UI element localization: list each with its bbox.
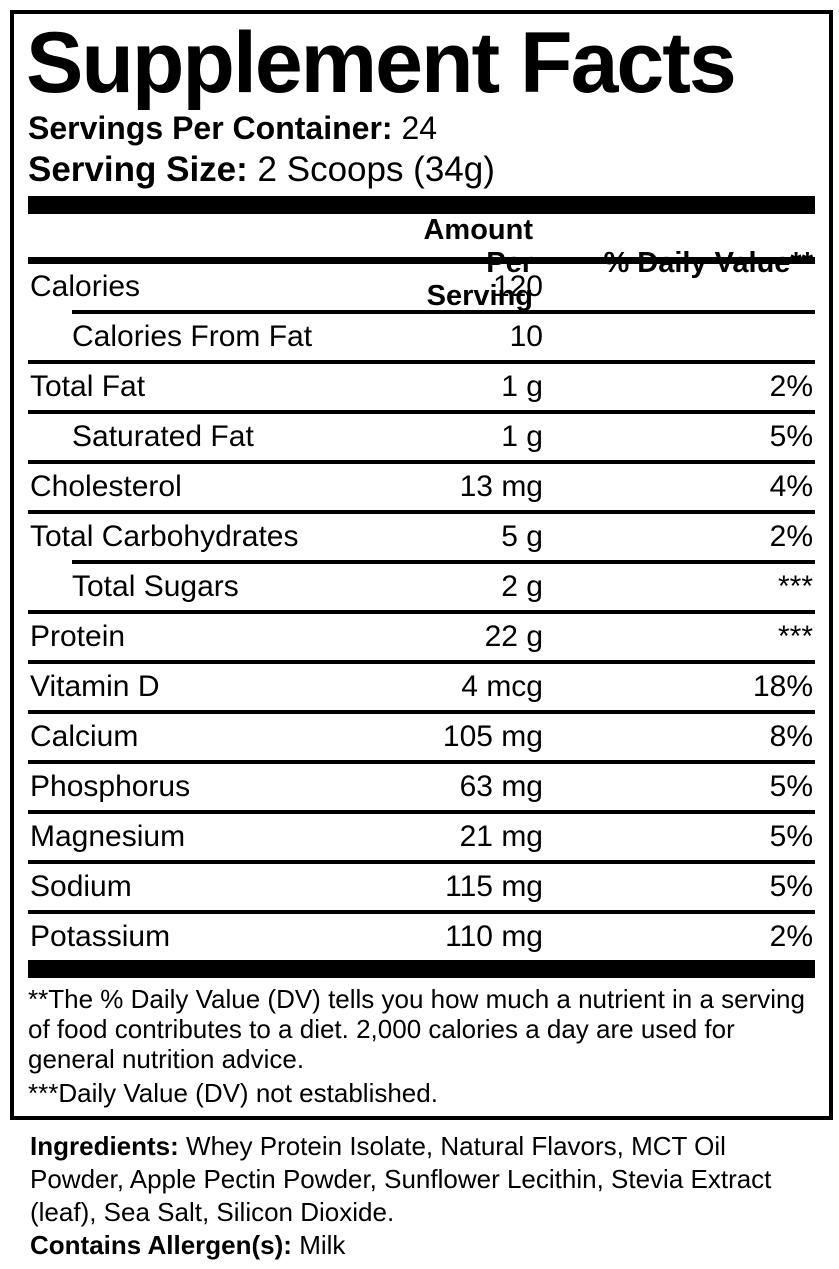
table-row: Total Fat 1 g 2% bbox=[28, 364, 815, 410]
table-row: Saturated Fat 1 g 5% bbox=[28, 414, 815, 460]
nutrient-dv: 5% bbox=[769, 770, 813, 803]
row-separator bbox=[28, 510, 815, 514]
nutrient-amount: 22 g bbox=[484, 620, 543, 653]
nutrient-dv: *** bbox=[777, 620, 813, 653]
row-separator bbox=[72, 560, 815, 564]
nutrient-amount: 110 mg bbox=[445, 920, 543, 953]
table-row: Total Carbohydrates 5 g 2% bbox=[28, 514, 815, 560]
row-separator bbox=[28, 910, 815, 914]
row-separator bbox=[28, 860, 815, 864]
nutrient-amount: 13 mg bbox=[459, 470, 543, 503]
footnote-daily-value: **The % Daily Value (DV) tells you how m… bbox=[28, 984, 805, 1074]
table-row: Protein 22 g *** bbox=[28, 614, 815, 660]
table-row: Calories 120 bbox=[28, 264, 815, 310]
table-header: Amount Per Serving % Daily Value** bbox=[28, 214, 815, 312]
supplement-facts-label: Supplement Facts Servings Per Container:… bbox=[0, 10, 839, 1262]
row-separator bbox=[28, 460, 815, 464]
table-row: Vitamin D 4 mcg 18% bbox=[28, 664, 815, 710]
column-header-amount-per-serving: Amount Per Serving bbox=[423, 214, 533, 312]
table-row: Potassium 110 mg 2% bbox=[28, 914, 815, 960]
nutrient-dv: 18% bbox=[752, 670, 813, 703]
nutrient-dv: 2% bbox=[769, 370, 813, 403]
nutrient-table: Calories 120 Calories From Fat 10 Total … bbox=[28, 264, 815, 960]
footnote-dv-not-established: ***Daily Value (DV) not established. bbox=[28, 1078, 438, 1108]
nutrient-amount: 1 g bbox=[501, 370, 543, 403]
nutrient-amount: 105 mg bbox=[442, 720, 543, 753]
nutrient-name: Calcium bbox=[30, 720, 139, 753]
row-separator bbox=[28, 810, 815, 814]
ingredients-label: Ingredients: bbox=[30, 1131, 179, 1161]
table-row: Calories From Fat 10 bbox=[28, 314, 815, 360]
row-separator bbox=[28, 710, 815, 714]
serving-size: Serving Size: 2 Scoops (34g) bbox=[28, 148, 815, 192]
table-row: Sodium 115 mg 5% bbox=[28, 864, 815, 910]
nutrient-amount: 120 bbox=[492, 270, 543, 303]
nutrient-amount: 1 g bbox=[501, 420, 543, 453]
nutrient-amount: 10 bbox=[509, 320, 543, 353]
row-separator bbox=[28, 660, 815, 664]
allergen-label: Contains Allergen(s): bbox=[30, 1230, 292, 1260]
nutrient-name: Calories From Fat bbox=[72, 320, 313, 353]
allergen-line: Contains Allergen(s): Milk bbox=[30, 1229, 825, 1262]
nutrient-name: Phosphorus bbox=[30, 770, 191, 803]
nutrient-amount: 5 g bbox=[501, 520, 543, 553]
nutrient-dv: 2% bbox=[769, 920, 813, 953]
nutrient-dv: *** bbox=[777, 570, 813, 603]
nutrient-name: Magnesium bbox=[30, 820, 186, 853]
nutrient-dv: 8% bbox=[769, 720, 813, 753]
thick-divider-bottom bbox=[28, 960, 815, 978]
footnotes: **The % Daily Value (DV) tells you how m… bbox=[28, 978, 815, 1116]
nutrient-dv: 5% bbox=[769, 820, 813, 853]
servings-per-container-label: Servings Per Container: bbox=[28, 110, 393, 146]
ingredients-line: Ingredients: Whey Protein Isolate, Natur… bbox=[30, 1130, 825, 1229]
table-row: Total Sugars 2 g *** bbox=[28, 564, 815, 610]
nutrient-amount: 21 mg bbox=[459, 820, 543, 853]
nutrient-amount: 63 mg bbox=[459, 770, 543, 803]
nutrient-dv: 5% bbox=[769, 420, 813, 453]
servings-per-container: Servings Per Container: 24 bbox=[28, 108, 815, 148]
ingredients-text: Whey Protein Isolate, Natural Flavors, M… bbox=[30, 1131, 772, 1227]
ingredients-section: Ingredients: Whey Protein Isolate, Natur… bbox=[30, 1130, 825, 1262]
row-separator bbox=[72, 310, 815, 314]
table-row: Calcium 105 mg 8% bbox=[28, 714, 815, 760]
allergen-value: Milk bbox=[299, 1230, 346, 1260]
nutrient-amount: 2 g bbox=[501, 570, 543, 603]
serving-size-value: 2 Scoops (34g) bbox=[257, 150, 495, 189]
nutrient-name: Saturated Fat bbox=[72, 420, 254, 453]
nutrient-name: Cholesterol bbox=[30, 470, 182, 503]
row-separator bbox=[28, 360, 815, 364]
nutrient-amount: 115 mg bbox=[445, 870, 543, 903]
nutrient-dv: 4% bbox=[769, 470, 813, 503]
table-row: Magnesium 21 mg 5% bbox=[28, 814, 815, 860]
nutrient-dv: 2% bbox=[769, 520, 813, 553]
facts-panel: Supplement Facts Servings Per Container:… bbox=[10, 10, 833, 1120]
nutrient-name: Vitamin D bbox=[30, 670, 160, 703]
nutrient-name: Total Sugars bbox=[72, 570, 239, 603]
nutrient-dv: 5% bbox=[769, 870, 813, 903]
row-separator bbox=[28, 410, 815, 414]
nutrient-name: Total Fat bbox=[30, 370, 146, 403]
table-row: Phosphorus 63 mg 5% bbox=[28, 764, 815, 810]
panel-title: Supplement Facts bbox=[26, 15, 737, 111]
table-row: Cholesterol 13 mg 4% bbox=[28, 464, 815, 510]
nutrient-amount: 4 mcg bbox=[461, 670, 543, 703]
nutrient-name: Potassium bbox=[30, 920, 171, 953]
nutrient-name: Sodium bbox=[30, 870, 132, 903]
serving-size-label: Serving Size: bbox=[28, 150, 248, 189]
nutrient-name: Calories bbox=[30, 270, 141, 303]
row-separator bbox=[28, 760, 815, 764]
row-separator bbox=[28, 610, 815, 614]
servings-per-container-value: 24 bbox=[401, 110, 438, 146]
column-header-daily-value: % Daily Value** bbox=[603, 247, 813, 279]
nutrient-name: Total Carbohydrates bbox=[30, 520, 299, 553]
thick-divider-top bbox=[28, 196, 815, 214]
nutrient-name: Protein bbox=[30, 620, 126, 653]
